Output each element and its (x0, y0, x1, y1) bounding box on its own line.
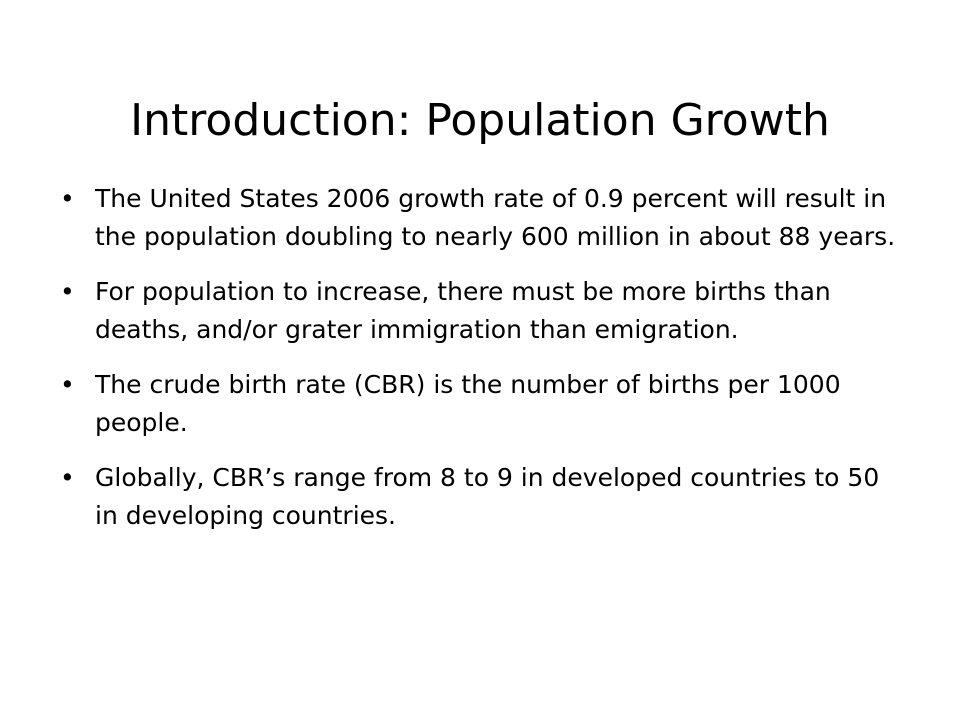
bullet-icon: • (60, 277, 75, 306)
bullet-text: The United States 2006 growth rate of 0.… (95, 184, 896, 251)
bullet-text: For population to increase, there must b… (95, 277, 831, 344)
bullet-list: • The United States 2006 growth rate of … (60, 180, 900, 552)
bullet-text: The crude birth rate (CBR) is the number… (95, 370, 841, 437)
list-item: • Globally, CBR’s range from 8 to 9 in d… (60, 459, 900, 535)
list-item: • The United States 2006 growth rate of … (60, 180, 900, 256)
bullet-icon: • (60, 184, 75, 213)
list-item: • For population to increase, there must… (60, 273, 900, 349)
list-item: • The crude birth rate (CBR) is the numb… (60, 366, 900, 442)
bullet-text: Globally, CBR’s range from 8 to 9 in dev… (95, 463, 880, 530)
slide-title: Introduction: Population Growth (130, 95, 830, 147)
bullet-icon: • (60, 463, 75, 492)
bullet-icon: • (60, 370, 75, 399)
